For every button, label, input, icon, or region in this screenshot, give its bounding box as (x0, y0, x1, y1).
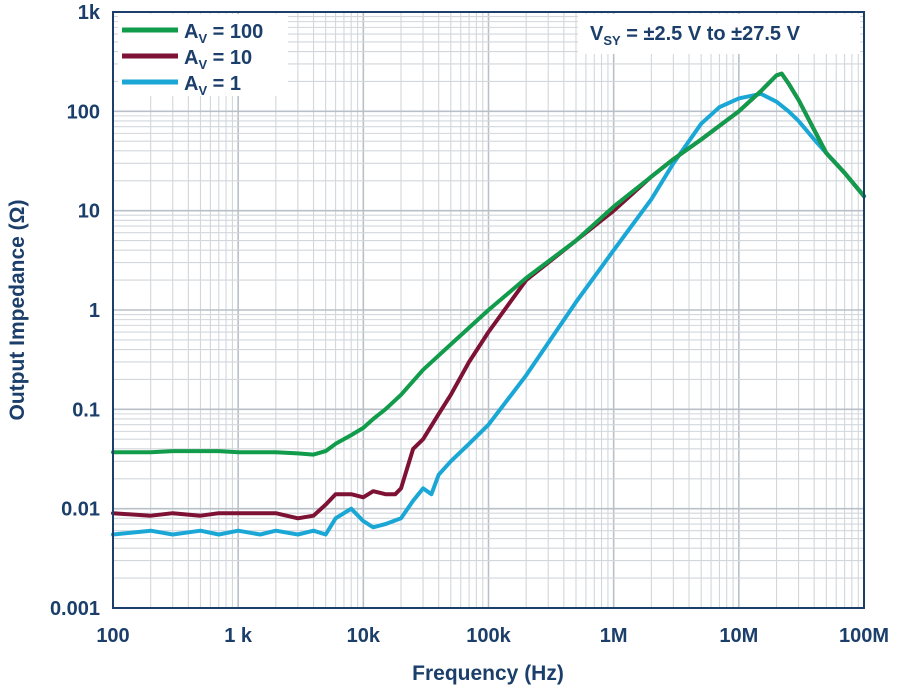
x-tick-label: 1 k (224, 625, 253, 647)
legend-label-100: AV = 100 (184, 21, 263, 46)
x-tick-label: 10k (347, 625, 381, 647)
y-axis-title: Output Impedance (Ω) (6, 199, 29, 420)
x-tick-label: 10M (719, 625, 758, 647)
y-tick-label: 1 (89, 300, 100, 322)
y-tick-label: 1k (78, 2, 101, 24)
x-axis-title: Frequency (Hz) (412, 662, 564, 685)
x-tick-label: 100k (466, 625, 511, 647)
y-tick-label: 0.1 (72, 399, 100, 421)
tick-labels: 100 1 k 10k 100k 1M 10M 100M 0.001 0.01 0.1 1 10 100… (50, 2, 889, 647)
series-lines (111, 71, 866, 537)
legend-label-10: AV = 10 (184, 47, 252, 72)
x-tick-label: 1M (600, 625, 628, 647)
annotation-background (578, 14, 860, 54)
annotation-text: VSY = ±2.5 V to ±27.5 V (590, 23, 801, 48)
legend-label-1: AV = 1 (184, 73, 241, 98)
plot-frame (112, 11, 865, 609)
series-line-1 (111, 91, 866, 537)
y-tick-label: 100 (67, 101, 100, 123)
x-tick-label: 100M (839, 625, 889, 647)
y-tick-label: 10 (78, 201, 100, 223)
x-tick-label: 100 (96, 625, 129, 647)
supply-annotation: VSY = ±2.5 V to ±27.5 V (578, 14, 860, 54)
series-line-100 (111, 71, 866, 457)
y-tick-label: 0.01 (61, 499, 100, 521)
y-tick-label: 0.001 (50, 598, 100, 620)
